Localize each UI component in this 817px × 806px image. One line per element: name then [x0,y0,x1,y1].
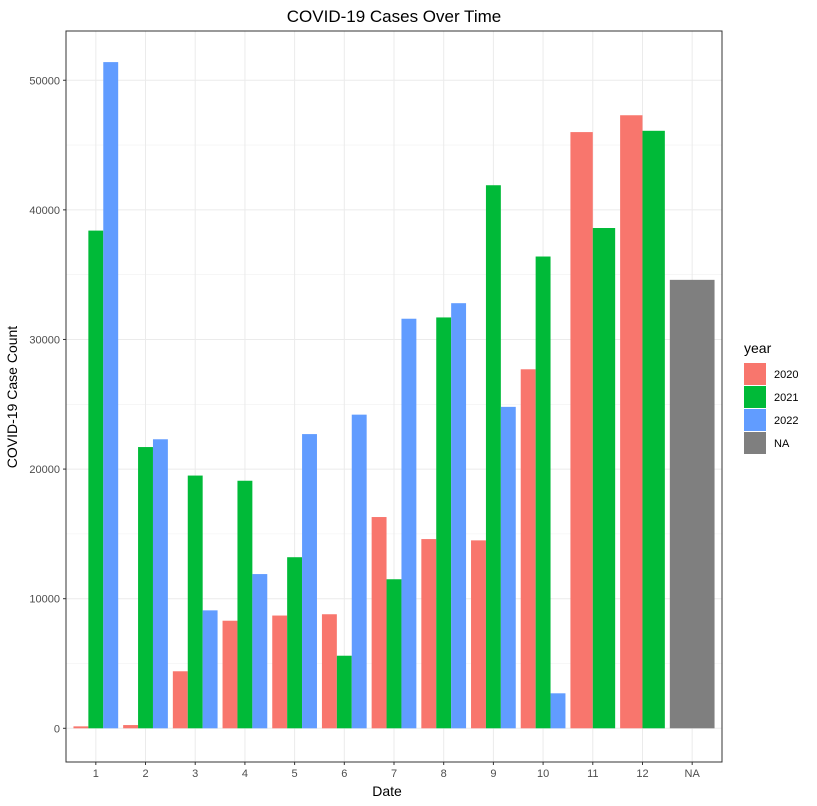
bar-1-2020 [73,726,89,729]
x-tick-label: 4 [242,768,248,780]
bar-1-2022 [103,62,119,729]
x-tick-label: 10 [537,768,549,780]
y-tick-label: 50000 [29,75,60,87]
bar-11-2021 [592,228,616,729]
x-tick-label: 7 [391,768,397,780]
x-axis-title: Date [372,783,402,799]
y-axis-title: COVID-19 Case Count [4,326,20,469]
bar-3-2021 [187,475,203,729]
legend-key-NA [744,432,766,454]
bar-3-2022 [202,610,218,729]
bar-10-2022 [550,693,566,729]
bar-2-2022 [152,439,168,729]
x-tick-label: NA [685,768,701,780]
legend-label-2022: 2022 [774,415,798,427]
x-tick-label: 9 [490,768,496,780]
bar-9-2021 [485,185,501,729]
x-tick-label: 12 [636,768,648,780]
legend-label-2021: 2021 [774,392,798,404]
x-tick-label: 3 [192,768,198,780]
bar-2-2020 [123,725,139,729]
bar-3-2020 [172,671,188,729]
bar-6-2020 [321,614,337,729]
y-tick-label: 0 [54,723,60,735]
bar-6-2022 [351,414,367,729]
bar-5-2021 [287,557,303,729]
bar-7-2022 [401,318,417,729]
y-tick-label: 40000 [29,205,60,217]
chart-title: COVID-19 Cases Over Time [287,7,501,26]
x-tick-label: 6 [341,768,347,780]
bar-11-2020 [570,132,593,729]
bar-4-2022 [252,574,268,729]
legend-key-2022 [744,409,766,431]
y-axis: 0 10000 20000 30000 40000 50000 [29,75,66,735]
bar-9-2020 [471,540,486,729]
bar-10-2021 [535,256,551,729]
bar-7-2021 [386,579,402,729]
bar-8-2021 [436,317,452,729]
legend-label-2020: 2020 [774,369,798,381]
bar-NA-NA [669,279,715,729]
bar-9-2022 [500,406,516,729]
bar-7-2020 [371,517,387,729]
x-tick-label: 2 [142,768,148,780]
y-tick-label: 10000 [29,594,60,606]
x-tick-label: 11 [587,768,598,780]
y-tick-label: 30000 [29,334,60,346]
bar-2-2021 [138,447,153,729]
bars [73,62,715,729]
bar-8-2020 [421,539,437,729]
x-tick-label: 1 [93,768,99,780]
y-tick-label: 20000 [29,464,60,476]
bar-12-2020 [620,115,643,729]
bar-6-2021 [336,655,352,729]
legend-key-2021 [744,386,766,408]
x-tick-label: 8 [441,768,447,780]
bar-5-2022 [302,434,317,729]
x-axis: 1 2 3 4 5 6 7 8 9 10 11 12 NA [93,762,701,780]
legend-title: year [744,340,772,356]
legend: year 2020 2021 2022 NA [744,340,798,454]
bar-12-2021 [642,130,665,729]
bar-1-2021 [88,230,104,729]
bar-4-2020 [222,620,238,729]
bar-10-2020 [520,369,536,729]
bar-8-2022 [451,303,467,729]
legend-label-NA: NA [774,438,790,450]
x-tick-label: 5 [292,768,298,780]
bar-4-2021 [237,480,253,729]
legend-key-2020 [744,363,766,385]
bar-5-2020 [272,615,288,729]
